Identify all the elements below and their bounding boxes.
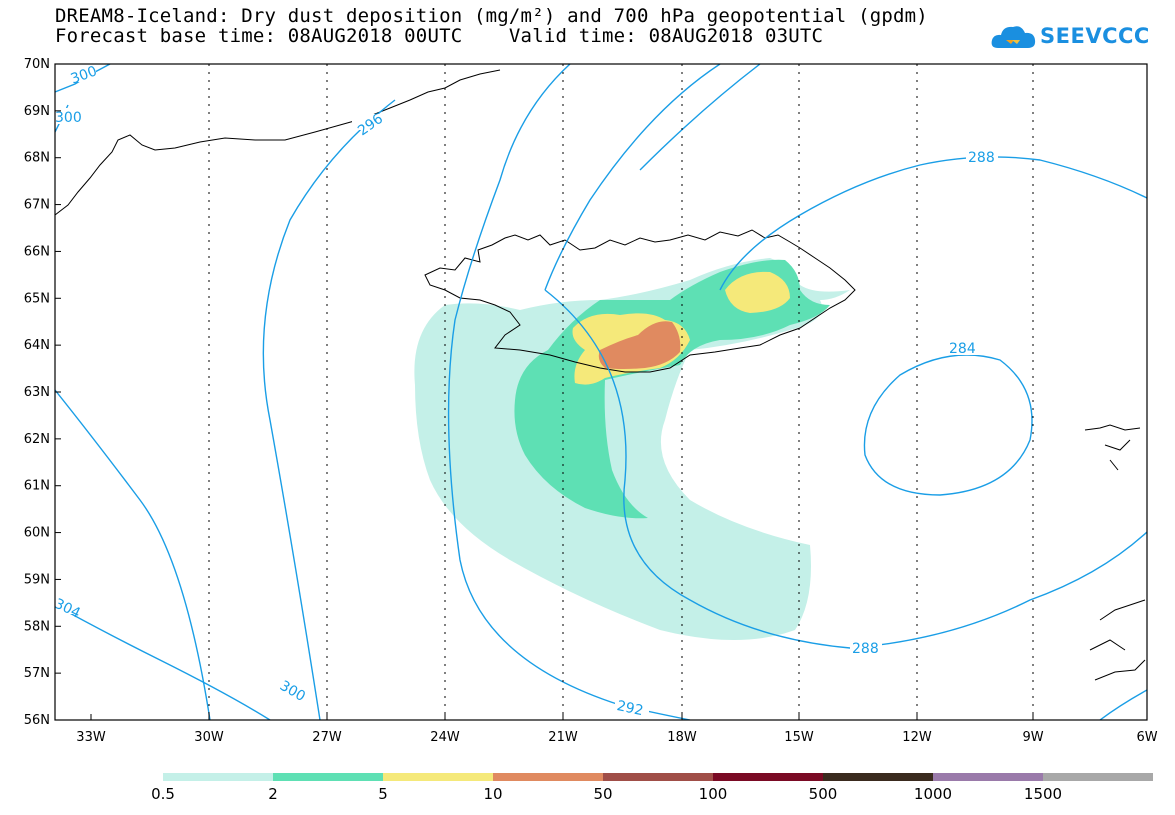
lat-tick-label: 56N xyxy=(24,713,50,728)
longitude-axis: 33W 30W 27W 24W 21W 18W 15W 12W 9W 6W xyxy=(76,714,1158,745)
contour-label: 284 xyxy=(949,341,976,357)
chart-subtitle: Forecast base time: 08AUG2018 00UTC Vali… xyxy=(55,25,824,47)
lat-tick-label: 59N xyxy=(24,572,50,587)
contour-label: 292 xyxy=(615,698,644,719)
lon-tick-label: 18W xyxy=(667,730,697,745)
latitude-axis: 70N 69N 68N 67N 66N 65N 64N 63N 62N 61N 60N 59N 58N 5… xyxy=(24,57,61,728)
lon-tick-label: 9W xyxy=(1022,730,1043,745)
lat-tick-label: 66N xyxy=(24,244,50,259)
grid xyxy=(208,64,1034,720)
lat-tick-label: 57N xyxy=(24,666,50,681)
lat-tick-label: 63N xyxy=(24,385,50,400)
legend-swatch xyxy=(163,773,273,781)
legend-label: 1000 xyxy=(913,785,953,803)
lat-tick-label: 67N xyxy=(24,198,50,213)
legend-colorbar xyxy=(163,773,1153,781)
lon-tick-label: 30W xyxy=(194,730,224,745)
lat-tick-label: 69N xyxy=(24,104,50,119)
legend-swatch xyxy=(823,773,933,781)
lat-tick-label: 62N xyxy=(24,432,50,447)
dust-shade-10 xyxy=(598,321,681,369)
chart-title: DREAM8-Iceland: Dry dust deposition (mg/… xyxy=(55,5,928,27)
lat-tick-label: 64N xyxy=(24,338,50,353)
lon-tick-label: 6W xyxy=(1136,730,1157,745)
legend-swatch xyxy=(493,773,603,781)
map-plot-area: 300 300 296 288 284 288 292 300 304 xyxy=(55,64,1147,720)
legend-label: 1500 xyxy=(1023,785,1063,803)
legend-label: 50 xyxy=(593,785,613,803)
legend-swatch xyxy=(273,773,383,781)
legend-label: 0.5 xyxy=(151,785,175,803)
contour-label: 288 xyxy=(968,150,995,166)
seevccc-logo: SEEVCCC xyxy=(990,18,1150,58)
contour-label: 300 xyxy=(55,110,82,126)
lon-tick-label: 15W xyxy=(784,730,814,745)
legend-label: 2 xyxy=(268,785,278,803)
lon-tick-label: 24W xyxy=(430,730,460,745)
legend-swatch xyxy=(603,773,713,781)
lat-tick-label: 68N xyxy=(24,151,50,166)
dust-shade-0.5 xyxy=(414,258,850,640)
lon-tick-label: 33W xyxy=(76,730,106,745)
geopotential-contours xyxy=(55,64,1147,720)
lat-tick-label: 70N xyxy=(24,57,50,72)
legend-label: 5 xyxy=(378,785,388,803)
logo-text: SEEVCCC xyxy=(1040,24,1150,48)
coastline xyxy=(55,69,1146,681)
lat-tick-label: 58N xyxy=(24,619,50,634)
legend-swatch xyxy=(1043,773,1153,781)
contour-label: 288 xyxy=(852,641,879,657)
legend-label: 100 xyxy=(698,785,728,803)
legend-swatch xyxy=(383,773,493,781)
lon-tick-label: 12W xyxy=(902,730,932,745)
legend-label: 500 xyxy=(808,785,838,803)
lon-tick-label: 21W xyxy=(548,730,578,745)
lon-tick-label: 27W xyxy=(312,730,342,745)
legend-swatch xyxy=(933,773,1043,781)
contour-label: 300 xyxy=(277,678,308,705)
cloud-icon xyxy=(991,26,1036,48)
lat-tick-label: 61N xyxy=(24,479,50,494)
legend-swatch xyxy=(713,773,823,781)
lat-tick-label: 65N xyxy=(24,291,50,306)
legend-label: 10 xyxy=(483,785,503,803)
lat-tick-label: 60N xyxy=(24,526,50,541)
